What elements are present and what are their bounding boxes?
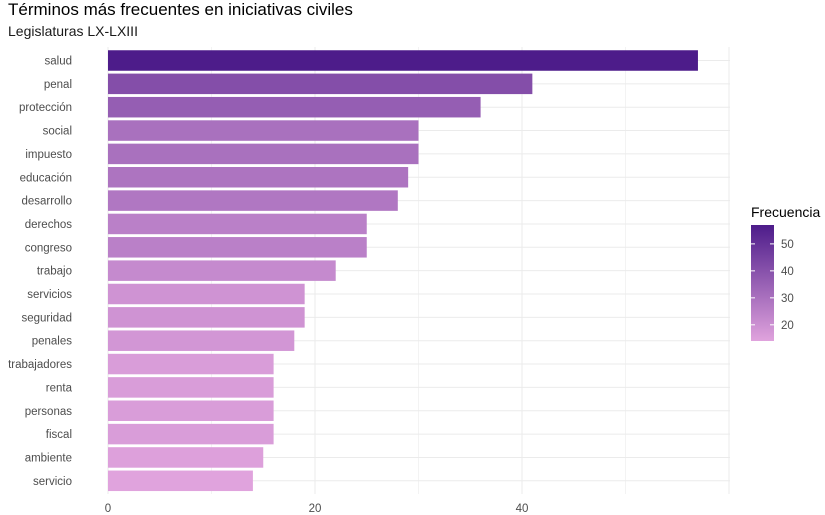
category-label: penal (44, 79, 72, 91)
bar-penal (108, 73, 533, 95)
category-label: renta (46, 382, 73, 394)
bar-protección (108, 96, 481, 118)
bar-trabajadores (108, 353, 274, 375)
bar-servicios (108, 283, 305, 305)
category-label: protección (19, 102, 72, 114)
legend-colorbar (751, 225, 774, 341)
bars (108, 50, 698, 492)
legend-tick-label: 40 (781, 266, 794, 278)
bar-fiscal (108, 423, 274, 445)
x-tick-label: 40 (516, 503, 529, 515)
bar-educación (108, 167, 409, 188)
x-tick-label: 20 (309, 503, 322, 515)
bar-derechos (108, 213, 367, 235)
category-label: social (43, 126, 72, 138)
category-label: seguridad (21, 312, 72, 324)
bar-ambiente (108, 447, 264, 468)
bar-social (108, 120, 419, 141)
bar-penales (108, 330, 295, 351)
bar-personas (108, 400, 274, 421)
x-axis-ticks: 0 20 40 (105, 503, 529, 515)
legend-tick-label: 50 (781, 239, 794, 251)
category-label: educación (20, 172, 72, 184)
category-label: personas (25, 406, 73, 418)
category-label: servicios (27, 289, 72, 301)
chart-subtitle: Legislaturas LX-LXIII (8, 23, 138, 39)
category-label: trabajadores (8, 359, 72, 371)
legend-tick-label: 20 (781, 320, 794, 332)
legend-tick-label: 30 (781, 293, 794, 305)
category-label: congreso (25, 242, 72, 254)
category-label: servicio (33, 476, 72, 488)
bar-salud (108, 50, 698, 71)
bar-desarrollo (108, 190, 398, 211)
category-label: fiscal (46, 429, 72, 441)
category-label: penales (32, 336, 73, 348)
category-label: desarrollo (22, 196, 73, 208)
bar-servicio (108, 470, 253, 492)
bar-impuesto (108, 143, 419, 165)
category-labels: salud penal protección social impuesto educac… (8, 56, 73, 488)
category-label: derechos (25, 219, 73, 231)
x-tick-label: 0 (105, 503, 111, 515)
legend: Frecuencia 20 30 40 50 (751, 204, 820, 341)
bar-renta (108, 377, 274, 398)
bar-trabajo (108, 260, 336, 281)
category-label: ambiente (25, 452, 72, 464)
category-label: trabajo (37, 266, 72, 278)
bar-congreso (108, 237, 367, 258)
legend-title: Frecuencia (751, 204, 820, 220)
chart-title: Términos más frecuentes en iniciativas c… (8, 0, 353, 19)
bar-seguridad (108, 307, 305, 328)
category-label: impuesto (25, 149, 72, 161)
category-label: salud (45, 56, 73, 68)
